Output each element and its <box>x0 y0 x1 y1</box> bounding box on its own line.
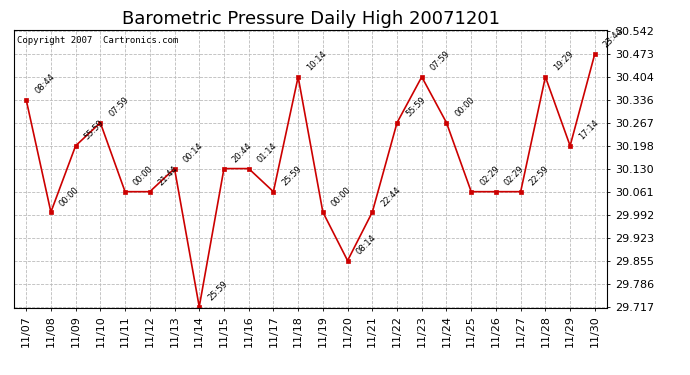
Text: 01:14: 01:14 <box>255 141 279 164</box>
Text: 00:00: 00:00 <box>132 164 155 188</box>
Text: 25:59: 25:59 <box>280 164 304 188</box>
Text: 00:00: 00:00 <box>330 185 353 208</box>
Text: 19:29: 19:29 <box>552 50 575 73</box>
Text: 23:44: 23:44 <box>602 26 625 50</box>
Text: 02:29: 02:29 <box>478 164 502 188</box>
Text: 25:59: 25:59 <box>206 279 229 303</box>
Text: 00:14: 00:14 <box>181 141 205 164</box>
Title: Barometric Pressure Daily High 20071201: Barometric Pressure Daily High 20071201 <box>121 10 500 28</box>
Text: 55:59: 55:59 <box>83 118 106 142</box>
Text: 17:14: 17:14 <box>577 118 600 142</box>
Text: 22:59: 22:59 <box>528 164 551 188</box>
Text: 20:44: 20:44 <box>231 141 254 164</box>
Text: Copyright 2007  Cartronics.com: Copyright 2007 Cartronics.com <box>17 36 178 45</box>
Text: 22:44: 22:44 <box>380 185 402 208</box>
Text: 00:00: 00:00 <box>58 185 81 208</box>
Text: 02:29: 02:29 <box>503 164 526 188</box>
Text: 55:59: 55:59 <box>404 95 427 118</box>
Text: 08:14: 08:14 <box>355 233 378 256</box>
Text: 08:44: 08:44 <box>33 72 57 96</box>
Text: 07:59: 07:59 <box>428 50 452 73</box>
Text: 10:14: 10:14 <box>305 50 328 73</box>
Text: 00:00: 00:00 <box>453 95 477 118</box>
Text: 21:44: 21:44 <box>157 164 180 188</box>
Text: 07:59: 07:59 <box>107 95 130 118</box>
